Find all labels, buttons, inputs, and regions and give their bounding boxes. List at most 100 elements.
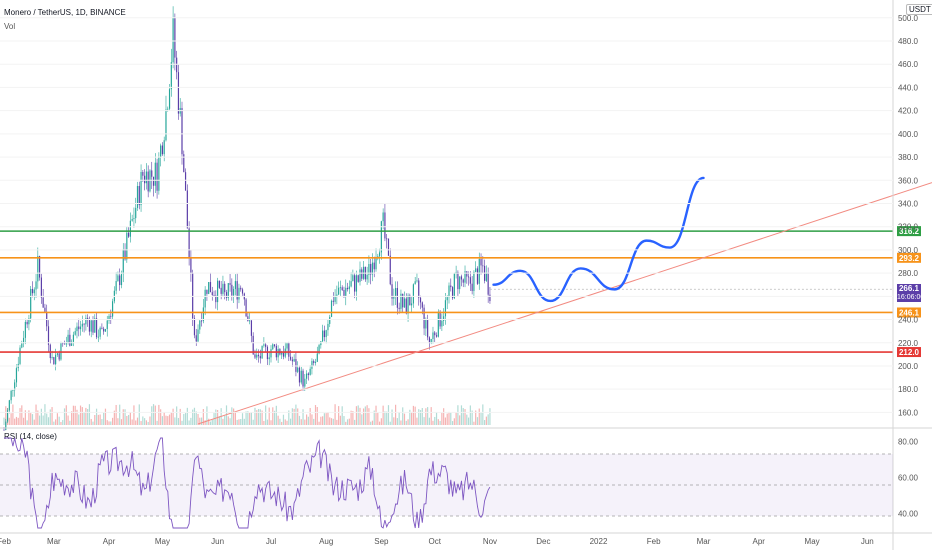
volume-bar: [427, 407, 429, 425]
candle-body: [309, 368, 311, 375]
volume-bar: [425, 408, 427, 425]
candle-body: [343, 290, 345, 297]
candle-body: [47, 326, 50, 345]
volume-bar: [161, 416, 164, 425]
volume-bar: [85, 407, 87, 425]
volume-bar: [412, 405, 414, 425]
candle-body: [160, 145, 162, 158]
price-tick-label: 500.0: [898, 14, 919, 23]
price-tick-label: 400.0: [898, 130, 919, 139]
candle-body: [412, 284, 414, 304]
volume-bar: [380, 418, 382, 425]
volume-bar: [362, 408, 365, 425]
candle-body: [263, 344, 265, 346]
candle-body: [272, 344, 274, 350]
volume-bar: [277, 415, 279, 425]
candle-body: [252, 335, 254, 355]
candle-body: [21, 343, 23, 348]
volume-bar: [238, 419, 240, 425]
candle-body: [142, 172, 144, 176]
volume-bar: [293, 408, 295, 425]
volume-bar: [309, 407, 311, 425]
candle-body: [354, 275, 356, 292]
volume-bar: [473, 421, 475, 425]
volume-bar: [284, 419, 286, 425]
candle-body: [291, 359, 293, 362]
candle-body: [184, 172, 187, 191]
time-tick-label: Apr: [752, 537, 765, 546]
candle-body: [302, 370, 304, 387]
volume-bar: [450, 412, 452, 425]
volume-bar: [298, 415, 301, 425]
candle-body: [69, 334, 71, 346]
candle-body: [487, 273, 489, 295]
candle-body: [200, 320, 203, 322]
candle-body: [304, 378, 306, 387]
volume-bar: [218, 416, 220, 425]
candle-body: [44, 307, 46, 312]
candle-body: [218, 280, 220, 288]
candle-body: [71, 341, 73, 346]
volume-bar: [368, 408, 370, 425]
volume-bar: [338, 406, 340, 425]
candle-body: [85, 317, 87, 325]
candle-body: [466, 271, 468, 277]
volume-bar: [268, 407, 270, 425]
volume-bar: [101, 419, 103, 425]
volume-bar: [482, 404, 484, 425]
candle-body: [37, 256, 39, 282]
candle-body: [425, 319, 427, 329]
volume-bar: [15, 416, 18, 425]
volume-bar: [200, 417, 203, 425]
volume-bar: [133, 405, 135, 425]
volume-bar: [71, 411, 73, 425]
candle-body: [128, 232, 130, 237]
candle-body: [329, 316, 331, 324]
volume-bar: [441, 412, 443, 425]
price-tick-label: 480.0: [898, 37, 919, 46]
volume-bar: [21, 405, 23, 425]
volume-bar: [65, 405, 67, 425]
candle-body: [176, 57, 178, 73]
volume-bar: [275, 405, 277, 425]
volume-label: Vol: [4, 22, 16, 31]
candle-body: [386, 238, 388, 240]
price-tick-label: 160.0: [898, 408, 919, 417]
rsi-panel: 80.00 60.00 40.00: [0, 427, 932, 529]
volume-bar: [250, 412, 253, 425]
candle-body: [190, 257, 192, 274]
candle-body: [268, 357, 270, 360]
volume-bar: [240, 419, 242, 425]
volume-bar: [261, 410, 263, 425]
volume-bar: [359, 407, 361, 425]
time-tick-label: May: [155, 537, 170, 546]
level-badge-label: 212.0: [899, 348, 920, 357]
candle-body: [444, 300, 447, 317]
time-tick-label: Jun: [211, 537, 224, 546]
currency-button[interactable]: USDT: [906, 4, 932, 15]
volume-bar: [460, 405, 463, 425]
candle-body: [476, 268, 479, 284]
time-tick-label: Apr: [103, 537, 116, 546]
candle-body: [99, 327, 101, 337]
volume-bar: [366, 405, 368, 425]
candle-body: [74, 331, 76, 335]
volume-bar: [236, 419, 238, 425]
candle-body: [35, 281, 37, 290]
candle-body: [81, 323, 83, 327]
volume-bar: [411, 411, 413, 425]
rsi-tick-label: 40.00: [898, 510, 919, 519]
volume-bar: [254, 407, 256, 425]
price-tick-label: 220.0: [898, 339, 919, 348]
volume-bar: [407, 419, 409, 425]
volume-bar: [215, 409, 217, 425]
candle-body: [382, 212, 384, 222]
volume-bar: [243, 418, 245, 425]
volume-bar: [446, 413, 448, 425]
volume-bar: [487, 414, 489, 425]
candle-body: [298, 367, 301, 383]
volume-bar: [341, 406, 343, 425]
candle-body: [421, 302, 423, 308]
